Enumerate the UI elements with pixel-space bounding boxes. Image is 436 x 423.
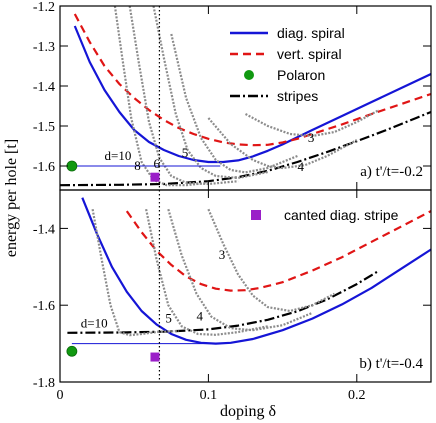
curve-label: 8: [134, 158, 141, 173]
y-tick-label: -1.4: [33, 222, 55, 237]
panel-b: 3 d=10 5 4 -1.8 -1.6 -1.4 0 0.1 0.2 b) t'/t=-0.4 ca…: [33, 189, 432, 403]
series-line-d-10: [91, 209, 179, 337]
polaron-point: [66, 160, 78, 172]
x-tick-label: 0: [57, 388, 64, 403]
series-line-stripes: [60, 110, 431, 187]
y-tick-label: -1.2: [33, 0, 55, 15]
y-tick-label: -1.6: [33, 160, 55, 175]
x-tick-label: 0.2: [348, 388, 366, 403]
series-line-stripes: [67, 269, 380, 334]
legend-swatch: [251, 210, 261, 220]
series-line-d-6: [152, 6, 269, 180]
series-line-vert-spiral: [125, 210, 431, 292]
canted-stripe-point: [150, 172, 160, 182]
canted-stripe-point: [150, 352, 160, 362]
legend: diag. spiral vert. spiral Polaron stripes: [230, 25, 345, 104]
y-tick-label: -1.4: [33, 80, 55, 95]
x-axis-label: doping δ: [220, 403, 276, 420]
panel-label: b) t'/t=-0.4: [359, 356, 423, 372]
series-line-d-5: [145, 208, 269, 336]
y-tick-label: -1.8: [33, 376, 55, 391]
plot-area: d=108 6 5 34: [60, 6, 431, 190]
legend: canted diag. stripe: [251, 207, 399, 223]
curve-label: 4: [297, 159, 304, 174]
series-line-vert-spiral: [73, 13, 431, 147]
y-axis-label: energy per hole [t]: [3, 139, 20, 257]
y-tick-label: -1.5: [33, 120, 55, 135]
curve-label: 5: [165, 310, 172, 325]
series-line-d-4: [207, 117, 358, 170]
y-tick-label: -1.6: [33, 299, 55, 314]
legend-label: vert. spiral: [277, 46, 342, 62]
curve-label: 5: [182, 145, 189, 160]
series-line-d-3: [244, 109, 380, 138]
panel-a: d=108 6 5 34 -1.6 -1.5 -1.4 -1.3 -1.2 a) t'/t=-0.…: [33, 0, 432, 191]
series-line-diag-spiral: [73, 25, 431, 164]
curve-label: d=10: [105, 148, 132, 163]
curve-label: d=10: [81, 315, 108, 330]
y-tick-label: -1.3: [33, 40, 55, 55]
polaron-point: [66, 345, 78, 357]
legend-swatch: [244, 70, 254, 80]
plot-area: 3 d=10 5 4: [66, 190, 431, 382]
x-tick-label: 0.1: [200, 388, 218, 403]
series-line-d-3: [207, 208, 336, 313]
curve-label: 4: [197, 309, 204, 324]
plot-frame: [59, 189, 432, 383]
series-line-d-10: [113, 6, 209, 187]
curve-label: 3: [308, 130, 315, 145]
panel-label: a) t'/t=-0.2: [360, 164, 423, 180]
legend-label: Polaron: [277, 67, 325, 83]
curve-label: 6: [153, 156, 160, 171]
legend-label: diag. spiral: [277, 25, 345, 41]
series-line-d-5: [170, 33, 298, 174]
curve-label: 3: [219, 247, 226, 262]
series-line-d-4: [167, 208, 313, 332]
legend-label: canted diag. stripe: [284, 207, 399, 223]
legend-label: stripes: [277, 88, 318, 104]
